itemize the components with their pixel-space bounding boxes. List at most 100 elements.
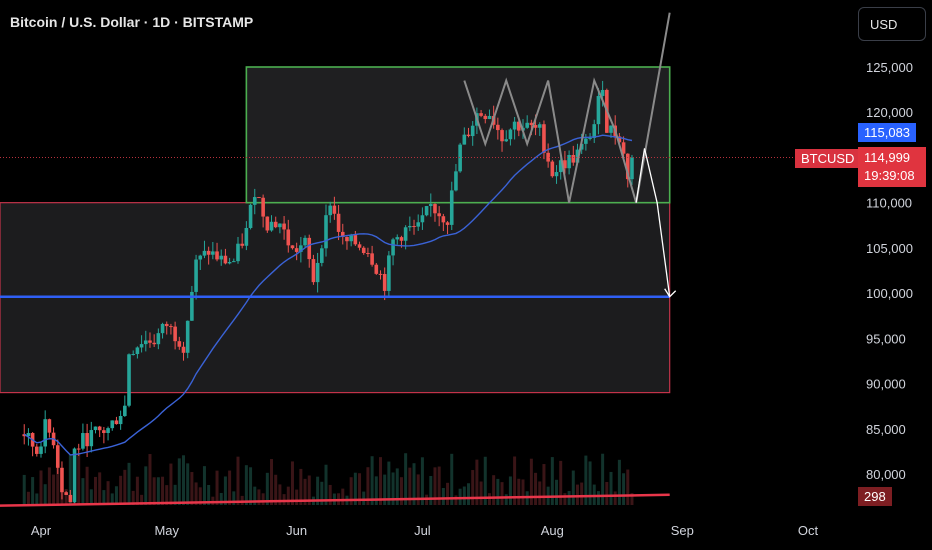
candle — [76, 448, 81, 450]
candle — [231, 261, 236, 263]
candle — [252, 197, 257, 205]
candle — [600, 89, 605, 96]
candle — [278, 223, 282, 228]
candle — [349, 235, 353, 242]
candle — [512, 121, 517, 130]
candles — [22, 80, 634, 504]
volume-bar — [278, 484, 282, 505]
volume-bar — [475, 459, 479, 505]
volume-bar — [328, 484, 332, 505]
candle — [211, 251, 215, 255]
volume-bar — [39, 470, 43, 505]
volume-bar — [605, 481, 609, 505]
volume-bar — [617, 459, 621, 505]
volume-bar — [483, 456, 487, 505]
moving-average — [23, 134, 633, 456]
x-tick-label: Sep — [671, 523, 694, 538]
candle — [361, 247, 366, 254]
candle — [567, 154, 571, 169]
volume-bar — [307, 475, 311, 505]
candle — [324, 215, 328, 249]
volume-bar — [588, 461, 592, 505]
candle — [554, 172, 559, 177]
volume-bar — [353, 472, 357, 505]
volume-bar — [567, 490, 571, 505]
candle — [22, 434, 27, 437]
volume-bar — [500, 482, 504, 505]
candle — [106, 428, 110, 433]
volume-bar — [249, 467, 253, 505]
volume-bar — [35, 493, 39, 505]
candle — [131, 354, 136, 356]
volume-bar — [542, 464, 546, 505]
volume-bar — [550, 457, 554, 505]
volume-bars — [22, 453, 634, 505]
candle — [81, 433, 85, 449]
candle — [588, 137, 592, 139]
volume-bar — [223, 476, 227, 505]
candle — [311, 259, 316, 283]
candle — [181, 346, 186, 353]
volume-bar — [156, 477, 160, 505]
volume-bar — [471, 470, 475, 505]
y-tick-label: 80,000 — [866, 467, 906, 482]
candle — [508, 129, 513, 140]
candle — [374, 264, 379, 274]
candle — [320, 248, 324, 263]
volume-bar — [244, 465, 248, 505]
volume-bar — [22, 474, 26, 505]
x-tick-label: Apr — [31, 523, 52, 538]
candle — [202, 250, 207, 256]
volume-bar — [630, 493, 634, 505]
last-price: 114,999 — [864, 150, 911, 165]
candle — [169, 326, 173, 328]
volume-bar — [77, 453, 81, 505]
candle — [517, 121, 521, 131]
projected-path — [635, 148, 671, 297]
candle — [479, 113, 483, 116]
candle — [152, 342, 156, 345]
zones — [0, 66, 671, 394]
candle — [596, 95, 601, 125]
volume-bar — [148, 454, 152, 505]
volume-bar — [534, 472, 538, 505]
x-tick-label: Oct — [798, 523, 819, 538]
volume-bar — [416, 474, 420, 505]
volume-bar — [571, 470, 575, 505]
volume-bar — [102, 490, 106, 505]
volume-bar — [492, 475, 496, 505]
volume-bar — [320, 481, 324, 505]
candle — [445, 222, 450, 225]
volume-bar — [64, 489, 68, 505]
candle — [64, 492, 68, 495]
candle — [299, 245, 303, 252]
candle — [194, 259, 198, 292]
candle — [97, 426, 102, 431]
candle — [370, 253, 374, 265]
candle — [542, 124, 546, 153]
volume-bar — [467, 483, 471, 505]
volume-bar — [404, 453, 408, 505]
candle — [160, 323, 165, 334]
volume-bar — [454, 495, 458, 505]
volume-bar — [521, 479, 525, 505]
volume-bar — [349, 477, 353, 505]
candle — [382, 274, 387, 291]
volume-bar — [26, 491, 30, 505]
candle — [483, 115, 488, 120]
volume-bar — [110, 493, 114, 505]
volume-bar — [441, 487, 445, 505]
volume-bar — [228, 470, 232, 505]
candle — [617, 136, 622, 143]
volume-bar — [261, 493, 265, 505]
volume-bar — [290, 461, 294, 505]
currency-button[interactable]: USD — [858, 7, 926, 41]
candle — [55, 445, 60, 468]
candle — [223, 255, 228, 264]
candle — [454, 171, 458, 191]
candle — [387, 255, 391, 291]
volume-bar — [173, 484, 177, 505]
volume-bar — [253, 486, 257, 505]
y-tick-label: 110,000 — [866, 196, 912, 211]
